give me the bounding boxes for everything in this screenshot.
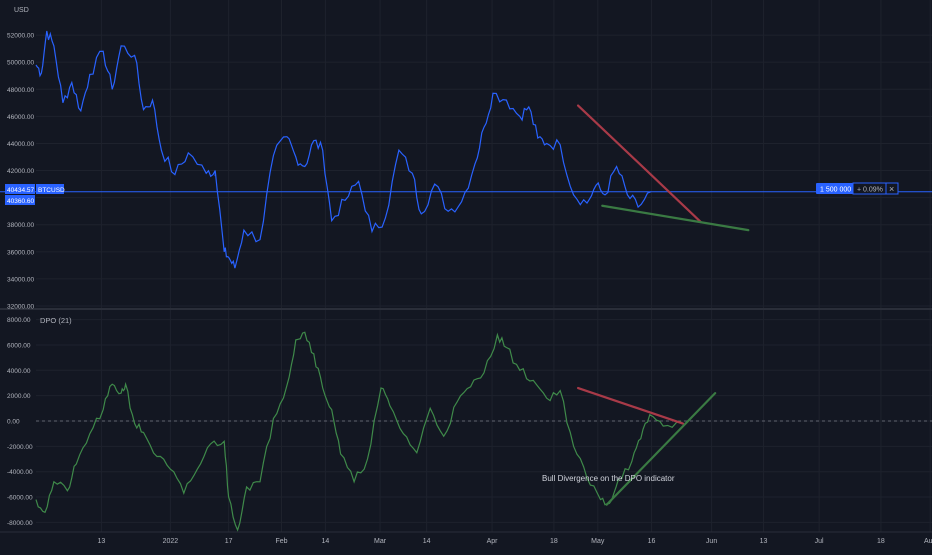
time-tick-label: Jul [815, 538, 824, 545]
price-series-line[interactable] [35, 30, 651, 269]
price-tick-label: 38000.00 [7, 222, 34, 229]
secondary-price-box [5, 195, 35, 205]
price-tick-label: 34000.00 [7, 276, 34, 283]
order-close-box[interactable] [885, 182, 899, 195]
dpo-tick-label: -2000.00 [7, 444, 33, 451]
dpo-tick-label: 0.00 [7, 419, 20, 426]
time-tick-label: 14 [322, 538, 330, 545]
time-tick-label: Feb [275, 538, 287, 545]
price-tick-label: 46000.00 [7, 114, 34, 121]
dpo-y-axis: 8000.00 6000.00 4000.00 2000.00 0.00 -2000.00… [7, 317, 33, 527]
time-tick-label: 2022 [163, 538, 179, 545]
time-tick-label: Apr [487, 538, 499, 545]
dpo-tick-label: -4000.00 [7, 469, 33, 476]
indicator-label[interactable]: DPO (21) [40, 316, 72, 325]
symbol-tag: BTCUSD [36, 184, 65, 194]
price-tick-label: 32000.00 [7, 304, 34, 311]
price-tick-label: 52000.00 [7, 33, 34, 40]
time-tick-label: 13 [98, 538, 106, 545]
symbol-box [36, 184, 64, 194]
price-bull-trendline[interactable] [601, 204, 750, 232]
last-price-tag: 40434.57 [5, 184, 35, 194]
time-tick-label: 18 [550, 538, 558, 545]
price-tick-label: 48000.00 [7, 87, 34, 94]
price-tick-label: 44000.00 [7, 141, 34, 148]
time-tick-label: 14 [423, 538, 431, 545]
dpo-series-line[interactable] [35, 331, 682, 532]
dpo-tick-label: 8000.00 [7, 317, 31, 324]
order-quantity-box[interactable] [816, 183, 853, 194]
secondary-price-tag: 40360.60 [5, 195, 35, 205]
order-quantity: 1 500 000 [820, 187, 851, 194]
symbol-label: BTCUSD [38, 187, 65, 194]
time-tick-label: 13 [760, 538, 768, 545]
price-tick-label: 42000.00 [7, 168, 34, 175]
dpo-tick-label: 6000.00 [7, 342, 31, 349]
currency-label: USD [14, 7, 29, 14]
secondary-price-value: 40360.60 [7, 198, 34, 205]
price-tick-label: 36000.00 [7, 249, 34, 256]
dpo-tick-label: -8000.00 [7, 520, 33, 527]
divergence-annotation[interactable]: Bull Divergence on the DPO indicator [542, 474, 675, 483]
price-tick-label: 50000.00 [7, 60, 34, 67]
order-line-widget[interactable]: 1 500 000 + 0.09% × [816, 182, 899, 195]
dpo-trendlines[interactable] [576, 386, 717, 506]
time-tick-label: 17 [225, 538, 233, 545]
dpo-tick-label: -6000.00 [7, 495, 33, 502]
price-trendlines[interactable] [576, 104, 750, 232]
last-price-value: 40434.57 [7, 187, 34, 194]
dpo-tick-label: 4000.00 [7, 368, 31, 375]
time-tick-label: May [591, 538, 605, 545]
dpo-tick-label: 2000.00 [7, 393, 31, 400]
time-tick-label: 16 [648, 538, 656, 545]
order-close-icon[interactable]: × [889, 184, 894, 194]
time-tick-label: Jun [706, 538, 717, 545]
dpo-bear-trendline[interactable] [576, 386, 685, 425]
dpo-bull-trendline[interactable] [605, 392, 717, 506]
time-tick-label: Aug [924, 538, 932, 545]
price-bear-trendline[interactable] [576, 104, 702, 224]
time-axis[interactable]: 13 2022 17 Feb 14 Mar 14 Apr 18 May 16 Jun 13 Jul 18 Au… [98, 538, 932, 545]
last-price-box [5, 184, 35, 194]
order-change: + 0.09% [857, 187, 883, 194]
grid-layer [36, 0, 932, 532]
time-tick-label: 18 [877, 538, 885, 545]
time-tick-label: Mar [374, 538, 387, 545]
